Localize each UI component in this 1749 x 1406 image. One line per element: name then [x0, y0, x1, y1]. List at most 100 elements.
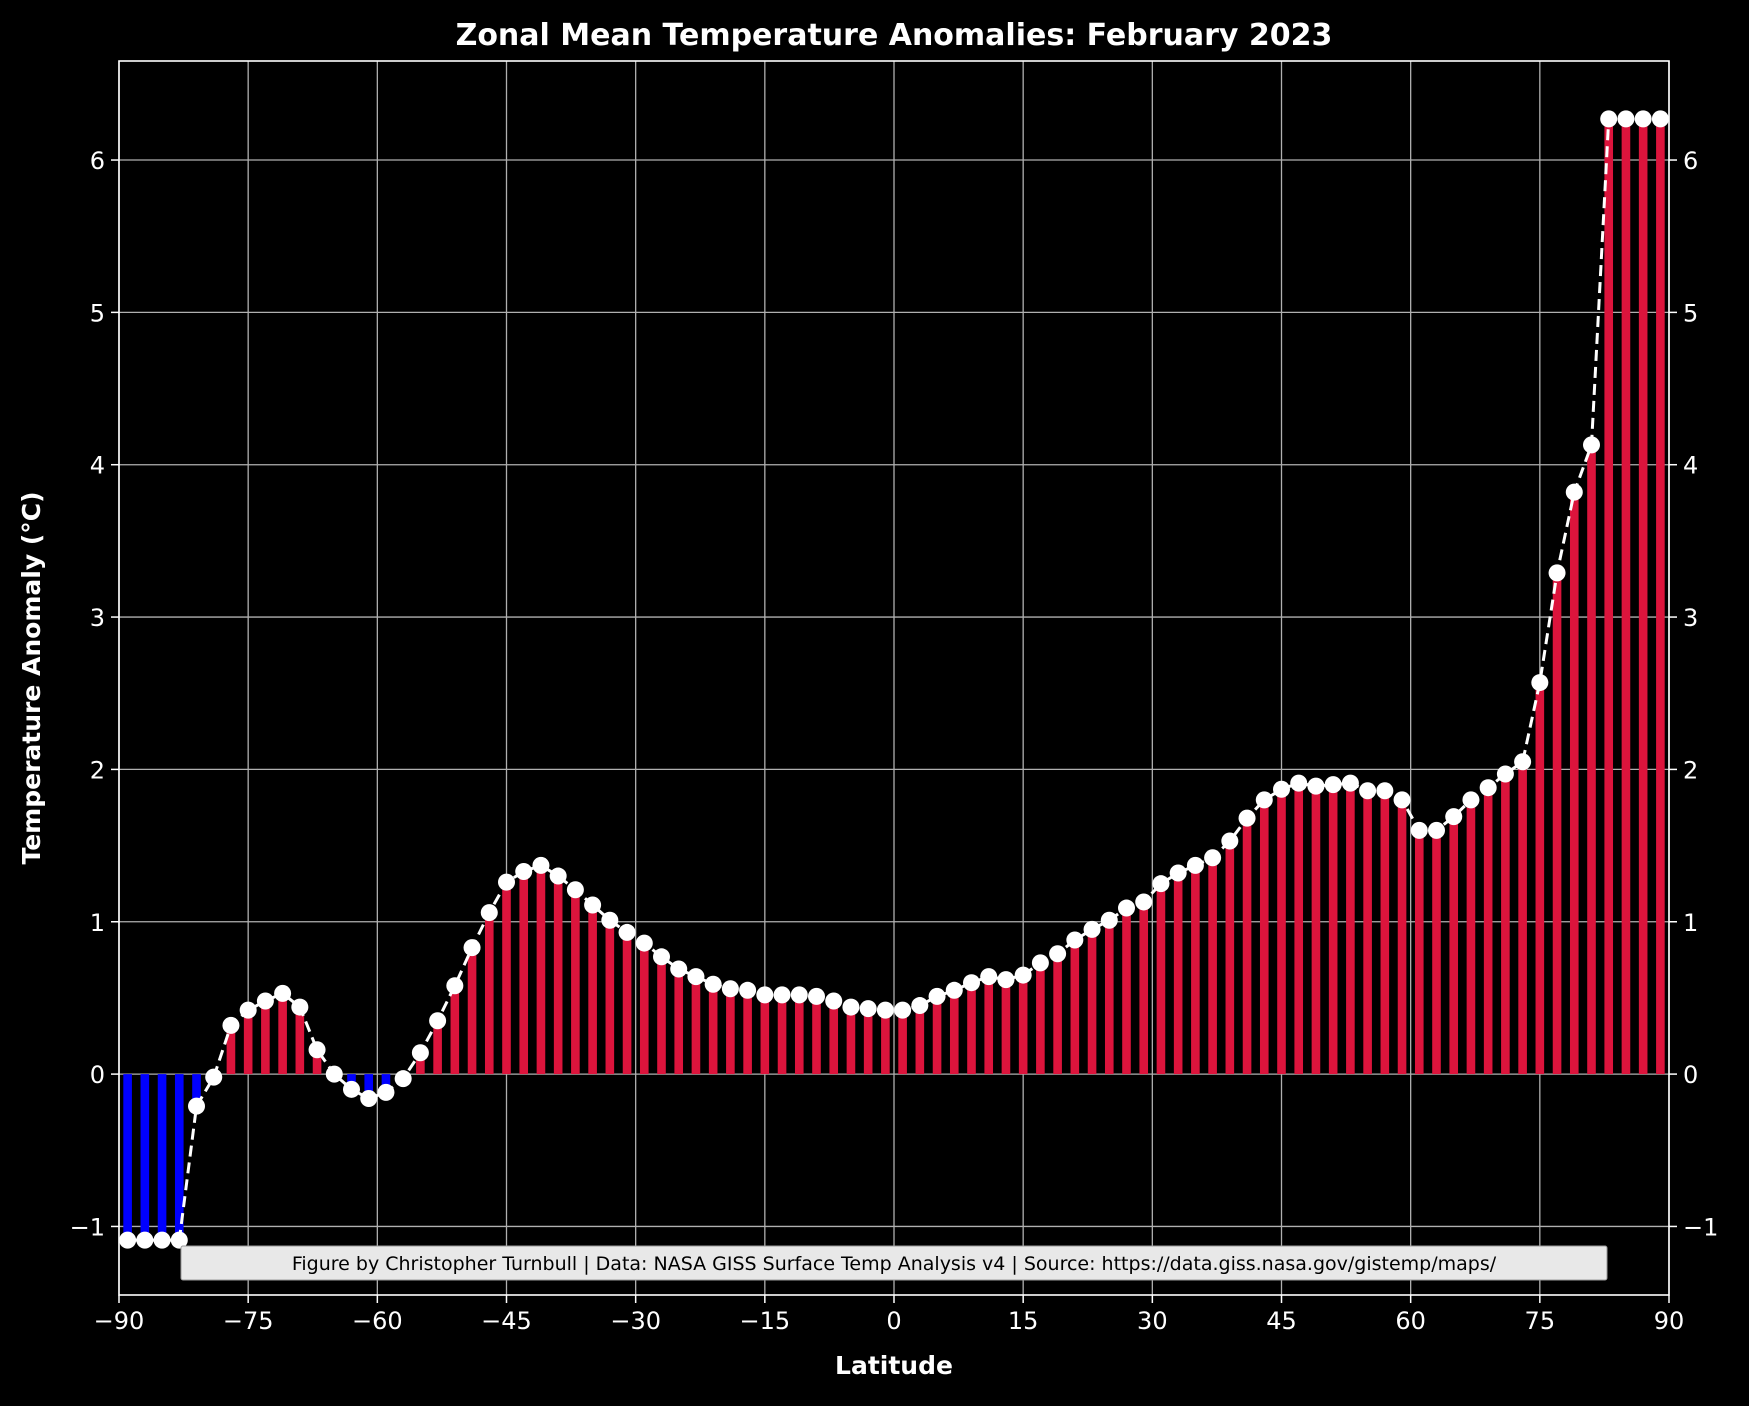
bar [691, 976, 701, 1075]
data-point [1600, 110, 1618, 128]
bar [502, 882, 511, 1075]
data-point [601, 911, 619, 929]
bar [829, 1000, 839, 1075]
data-point [825, 992, 843, 1010]
bar [898, 1010, 907, 1075]
data-point [1204, 849, 1222, 867]
bar [1087, 929, 1097, 1075]
bar [1604, 118, 1614, 1075]
bar [1552, 572, 1562, 1075]
data-point [325, 1065, 343, 1083]
data-point [1324, 776, 1342, 794]
bar [881, 1010, 890, 1075]
data-point [136, 1231, 154, 1249]
x-tick-label: 60 [1395, 1307, 1426, 1335]
data-point [618, 923, 636, 941]
bar [932, 996, 942, 1075]
data-point [205, 1068, 223, 1086]
bar [588, 904, 597, 1075]
data-point [308, 1041, 326, 1059]
data-point [756, 986, 774, 1004]
x-axis-label: Latitude [835, 1351, 953, 1380]
bar [519, 871, 529, 1075]
bar [1156, 883, 1166, 1075]
x-tick-label: 90 [1654, 1307, 1685, 1335]
data-point [1255, 791, 1273, 809]
bar [226, 1025, 236, 1075]
bar [1053, 953, 1062, 1075]
bar [1535, 682, 1545, 1075]
bar [295, 1007, 305, 1075]
data-point [1273, 780, 1290, 798]
data-point [1135, 893, 1153, 911]
data-point [653, 948, 670, 966]
bar [571, 889, 580, 1075]
data-point [1014, 966, 1032, 984]
bar [364, 1074, 374, 1099]
data-point [498, 873, 515, 891]
data-point [997, 971, 1015, 989]
data-point [1651, 110, 1669, 128]
bar [726, 988, 735, 1075]
credit-text: Figure by Christopher Turnbull | Data: N… [292, 1253, 1497, 1275]
bar [1621, 118, 1631, 1075]
data-point [911, 997, 929, 1015]
bar [1397, 799, 1407, 1075]
data-point [859, 1000, 877, 1018]
bar [777, 994, 787, 1075]
bar [1191, 865, 1200, 1075]
data-point [842, 998, 860, 1016]
data-point [377, 1083, 395, 1101]
bar [1569, 492, 1579, 1075]
data-point [1169, 864, 1187, 882]
bar [278, 993, 287, 1075]
x-tick-label: 30 [1137, 1307, 1168, 1335]
bar [1501, 773, 1510, 1075]
data-point [1428, 821, 1445, 839]
data-point [1152, 875, 1170, 893]
bar [1638, 118, 1648, 1075]
data-point [360, 1089, 378, 1107]
data-point [153, 1231, 171, 1249]
data-point [1548, 564, 1566, 582]
y-tick-label-right: 2 [1683, 756, 1698, 784]
bar [381, 1074, 391, 1093]
bar [553, 876, 563, 1075]
bar [1294, 783, 1304, 1075]
bar [1466, 799, 1476, 1075]
data-point [1083, 920, 1101, 938]
data-point [1531, 674, 1549, 692]
bar [192, 1074, 201, 1107]
bar [123, 1074, 132, 1241]
y-tick-label-right: 6 [1683, 147, 1698, 175]
data-point [291, 998, 309, 1016]
bar [1139, 901, 1149, 1075]
data-point [1583, 436, 1600, 454]
bar [243, 1010, 253, 1075]
y-tick-label-left: 3 [90, 604, 105, 632]
data-point [1496, 765, 1514, 783]
y-tick-label-right: 4 [1683, 452, 1698, 480]
bar [794, 994, 804, 1075]
bar [760, 994, 770, 1075]
x-tick-label: 45 [1266, 1307, 1297, 1335]
data-point [1186, 856, 1204, 874]
bar [1346, 783, 1355, 1075]
data-point [549, 867, 567, 885]
bar [863, 1008, 873, 1075]
bar [261, 1000, 270, 1075]
bar [812, 996, 821, 1075]
bars [123, 118, 1665, 1241]
bar [674, 968, 684, 1075]
bar [484, 912, 494, 1075]
bar [846, 1007, 856, 1075]
bar [174, 1074, 184, 1241]
data-point [721, 980, 739, 998]
data-point [239, 1001, 257, 1019]
bar [1414, 830, 1424, 1075]
bar [1432, 830, 1441, 1075]
y-tick-label-left: 2 [90, 756, 105, 784]
data-point [170, 1231, 188, 1249]
